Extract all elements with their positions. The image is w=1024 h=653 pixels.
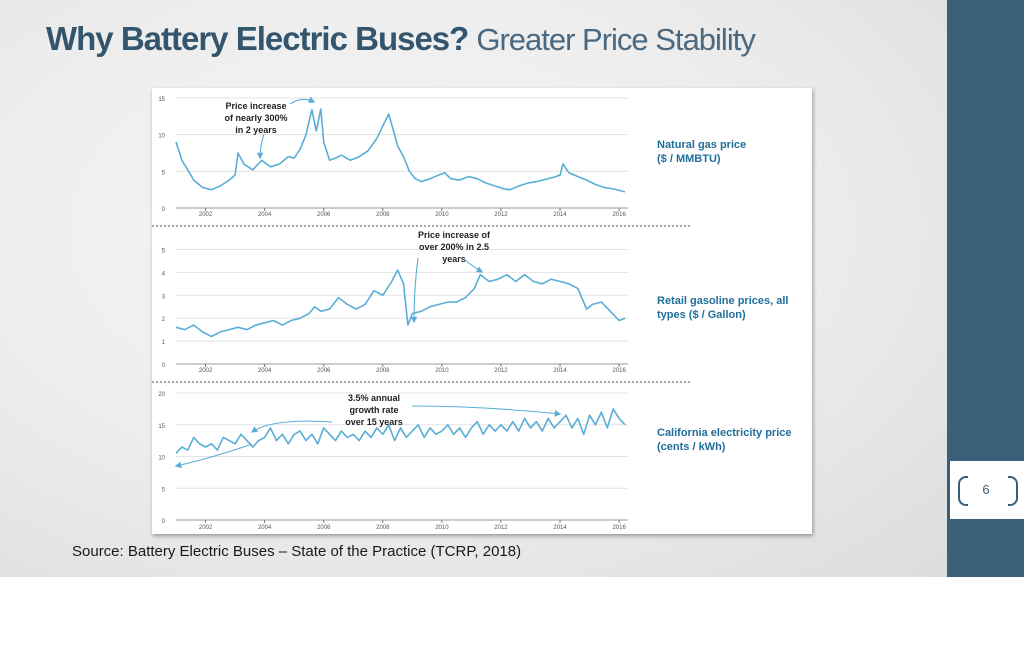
annotation-arrow [411,405,562,417]
x-tick-label: 2014 [553,525,567,531]
x-tick-label: 2008 [376,212,390,218]
x-tick-label: 2006 [317,525,331,531]
page-number-tab [950,461,1024,519]
x-tick-label: 2008 [376,368,390,374]
annotation-text: Price increase of [418,230,491,240]
y-tick-label: 5 [162,487,166,493]
annotation-text: years [442,254,466,264]
y-tick-label: 2 [162,317,166,323]
x-tick-label: 2016 [612,212,626,218]
x-tick-label: 2012 [494,368,508,374]
y-tick-label: 5 [162,170,166,176]
series-label: California electricity price [657,427,792,439]
y-tick-label: 5 [162,248,166,254]
x-tick-label: 2012 [494,525,508,531]
annotation-text: in 2 years [235,125,277,135]
annotation-text: over 200% in 2.5 [419,242,489,252]
page-number: 6 [982,482,990,497]
x-tick-label: 2016 [612,525,626,531]
source-caption: Source: Battery Electric Buses – State o… [72,543,522,560]
annotation-arrow [174,443,253,469]
series-label: types ($ / Gallon) [657,309,746,321]
title-light: Greater Price Stability [476,22,755,57]
x-tick-label: 2010 [435,368,449,374]
series-label: Retail gasoline prices, all [657,295,788,307]
right-brace-icon [1008,476,1018,506]
x-tick-label: 2006 [317,212,331,218]
annotation-arrow [289,96,316,105]
title-bold: Why Battery Electric Buses? [46,20,469,57]
y-tick-label: 0 [162,363,166,369]
series-label: Natural gas price [657,139,746,151]
annotation-text: of nearly 300% [224,113,287,123]
y-tick-label: 3 [162,294,166,300]
x-tick-label: 2004 [258,212,272,218]
y-tick-label: 15 [158,424,165,430]
y-tick-label: 20 [158,392,165,398]
x-tick-label: 2014 [553,368,567,374]
left-brace-icon [958,476,968,506]
x-tick-label: 2004 [258,525,272,531]
x-tick-label: 2016 [612,368,626,374]
annotation-arrow [256,133,265,160]
annotation-arrow [250,420,333,433]
x-tick-label: 2010 [435,525,449,531]
annotation-arrow [463,258,484,273]
y-tick-label: 0 [162,519,166,525]
x-tick-label: 2002 [199,212,213,218]
annotation-arrow [410,257,419,324]
series-label: (cents / kWh) [657,441,726,453]
x-tick-label: 2014 [553,212,567,218]
x-tick-label: 2004 [258,368,272,374]
annotation-text: Price increase [225,101,286,111]
series-line [175,108,626,193]
series-line [175,269,626,338]
y-tick-label: 15 [158,97,165,103]
x-tick-label: 2012 [494,212,508,218]
y-tick-label: 10 [158,456,165,462]
annotation-text: over 15 years [345,417,403,427]
annotation-text: growth rate [349,405,398,415]
x-tick-label: 2010 [435,212,449,218]
y-tick-label: 4 [162,271,166,277]
x-tick-label: 2002 [199,525,213,531]
series-label: ($ / MMBTU) [657,153,721,165]
slide-title: Why Battery Electric Buses? Greater Price… [46,20,756,58]
x-tick-label: 2002 [199,368,213,374]
chart-figure: 0 5 10 15 2002 2004 2006 2008 2010 2012 2014 2016 Na… [152,88,812,534]
annotation-text: 3.5% annual [348,393,400,403]
y-tick-label: 1 [162,340,166,346]
x-tick-label: 2006 [317,368,331,374]
y-tick-label: 10 [158,134,165,140]
x-tick-label: 2008 [376,525,390,531]
y-tick-label: 0 [162,207,166,213]
